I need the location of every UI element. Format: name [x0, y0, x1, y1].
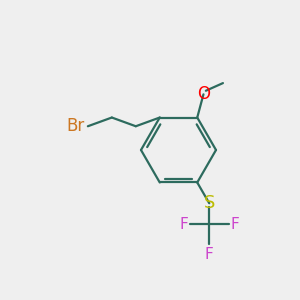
Text: F: F: [205, 247, 214, 262]
Text: F: F: [179, 217, 188, 232]
Text: F: F: [230, 217, 239, 232]
Text: O: O: [197, 85, 210, 103]
Text: Br: Br: [67, 117, 85, 135]
Text: S: S: [204, 194, 215, 212]
